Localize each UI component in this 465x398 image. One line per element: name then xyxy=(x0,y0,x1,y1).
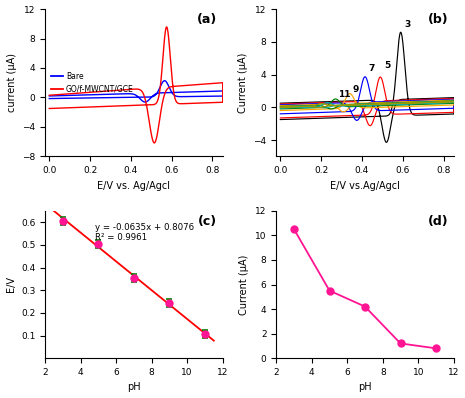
Y-axis label: E/V: E/V xyxy=(6,277,15,293)
Y-axis label: Current (μA): Current (μA) xyxy=(239,254,250,315)
Text: 11: 11 xyxy=(339,90,351,100)
Text: 3: 3 xyxy=(405,20,411,29)
X-axis label: E/V vs. Ag/Agcl: E/V vs. Ag/Agcl xyxy=(98,181,171,191)
Y-axis label: Current (μA): Current (μA) xyxy=(238,53,248,113)
Text: 9: 9 xyxy=(353,85,359,94)
X-axis label: pH: pH xyxy=(358,382,372,392)
Text: (d): (d) xyxy=(428,215,448,228)
Text: (b): (b) xyxy=(428,14,448,27)
Y-axis label: current (μA): current (μA) xyxy=(7,53,17,112)
Text: 5: 5 xyxy=(385,61,391,70)
Text: 7: 7 xyxy=(368,64,374,73)
Text: (a): (a) xyxy=(197,14,217,27)
Legend: Bare, GO/f-MWCNT/GCE: Bare, GO/f-MWCNT/GCE xyxy=(49,70,136,96)
X-axis label: E/V vs.Ag/Agcl: E/V vs.Ag/Agcl xyxy=(330,181,400,191)
Text: (c): (c) xyxy=(198,215,217,228)
Text: y = -0.0635x + 0.8076
R² = 0.9961: y = -0.0635x + 0.8076 R² = 0.9961 xyxy=(95,222,194,242)
X-axis label: pH: pH xyxy=(127,382,141,392)
